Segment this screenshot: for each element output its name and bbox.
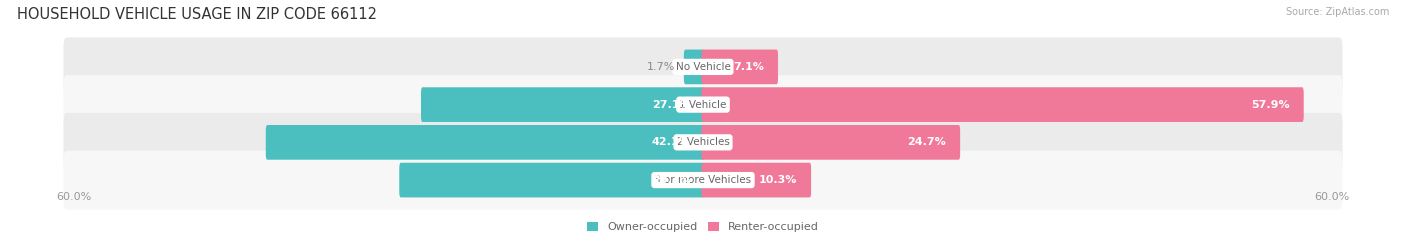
Legend: Owner-occupied, Renter-occupied: Owner-occupied, Renter-occupied: [586, 222, 820, 232]
Text: 10.3%: 10.3%: [759, 175, 797, 185]
Text: 60.0%: 60.0%: [1315, 192, 1350, 202]
Text: 27.1%: 27.1%: [652, 100, 690, 110]
Text: 42.1%: 42.1%: [652, 137, 690, 147]
Text: 3 or more Vehicles: 3 or more Vehicles: [654, 175, 752, 185]
Text: 7.1%: 7.1%: [733, 62, 763, 72]
Text: 1 Vehicle: 1 Vehicle: [679, 100, 727, 110]
Text: Source: ZipAtlas.com: Source: ZipAtlas.com: [1285, 7, 1389, 17]
Text: 57.9%: 57.9%: [1251, 100, 1289, 110]
Text: HOUSEHOLD VEHICLE USAGE IN ZIP CODE 66112: HOUSEHOLD VEHICLE USAGE IN ZIP CODE 6611…: [17, 7, 377, 22]
FancyBboxPatch shape: [702, 87, 1303, 122]
Text: 60.0%: 60.0%: [56, 192, 91, 202]
Text: 24.7%: 24.7%: [907, 137, 946, 147]
FancyBboxPatch shape: [63, 151, 1343, 209]
Text: 2 Vehicles: 2 Vehicles: [676, 137, 730, 147]
FancyBboxPatch shape: [702, 50, 778, 84]
FancyBboxPatch shape: [63, 113, 1343, 172]
FancyBboxPatch shape: [420, 87, 704, 122]
Text: 29.2%: 29.2%: [652, 175, 690, 185]
FancyBboxPatch shape: [683, 50, 704, 84]
FancyBboxPatch shape: [399, 163, 704, 197]
Text: 1.7%: 1.7%: [647, 62, 675, 72]
FancyBboxPatch shape: [63, 75, 1343, 134]
Text: No Vehicle: No Vehicle: [675, 62, 731, 72]
FancyBboxPatch shape: [266, 125, 704, 160]
FancyBboxPatch shape: [63, 38, 1343, 96]
FancyBboxPatch shape: [702, 125, 960, 160]
FancyBboxPatch shape: [702, 163, 811, 197]
